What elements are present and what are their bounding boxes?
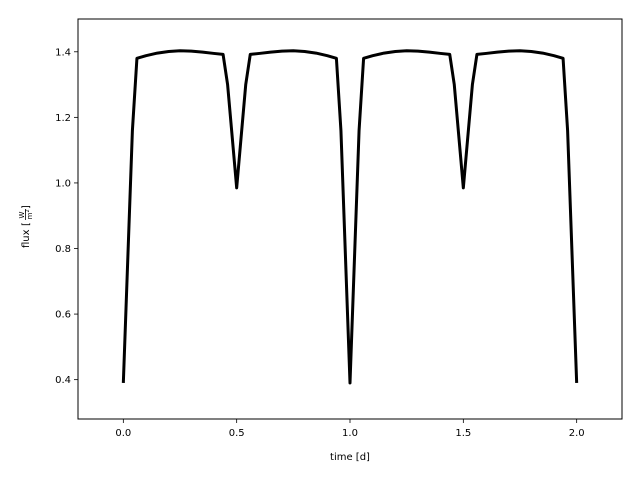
y-tick-label: 1.4 (55, 47, 71, 58)
series-line-0 (121, 49, 579, 385)
y-tick-label: 1.2 (55, 113, 71, 124)
x-tick-label: 0.5 (229, 428, 245, 439)
y-axis-label: flux [ W m 2 ] (18, 205, 34, 248)
y-axis-label-prefix: flux (21, 229, 32, 248)
y-tick-label: 1.0 (55, 178, 71, 189)
y-tick-label: 0.8 (55, 244, 71, 255)
y-axis-ticks: 0.4 0.6 0.8 1.0 1.2 1.4 (55, 47, 78, 386)
y-axis-label-bracket-close: ] (21, 205, 32, 209)
x-tick-label: 1.0 (342, 428, 358, 439)
y-axis-label-unit-denominator: m (26, 212, 34, 219)
plot-area (121, 49, 579, 385)
y-tick-label: 0.4 (55, 375, 71, 386)
y-axis-label-unit-numerator: W (18, 211, 26, 218)
y-axis-label-unit-exponent: 2 (25, 209, 31, 212)
y-tick-label: 0.6 (55, 310, 71, 321)
x-tick-label: 0.0 (115, 428, 131, 439)
x-tick-label: 2.0 (569, 428, 585, 439)
x-tick-label: 1.5 (455, 428, 471, 439)
x-axis-label: time [d] (330, 452, 370, 463)
x-axis-ticks: 0.0 0.5 1.0 1.5 2.0 (115, 419, 585, 439)
y-axis-label-bracket-open: [ (21, 222, 32, 226)
